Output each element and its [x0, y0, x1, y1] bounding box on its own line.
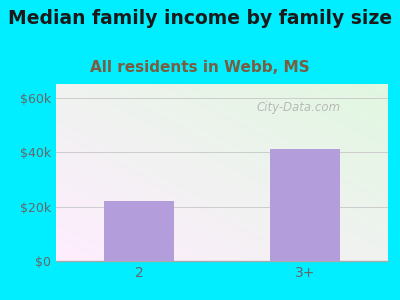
Text: All residents in Webb, MS: All residents in Webb, MS [90, 60, 310, 75]
Bar [270, 149, 340, 261]
Text: City-Data.com: City-Data.com [256, 100, 340, 113]
Bar [104, 201, 174, 261]
Text: Median family income by family size: Median family income by family size [8, 9, 392, 28]
